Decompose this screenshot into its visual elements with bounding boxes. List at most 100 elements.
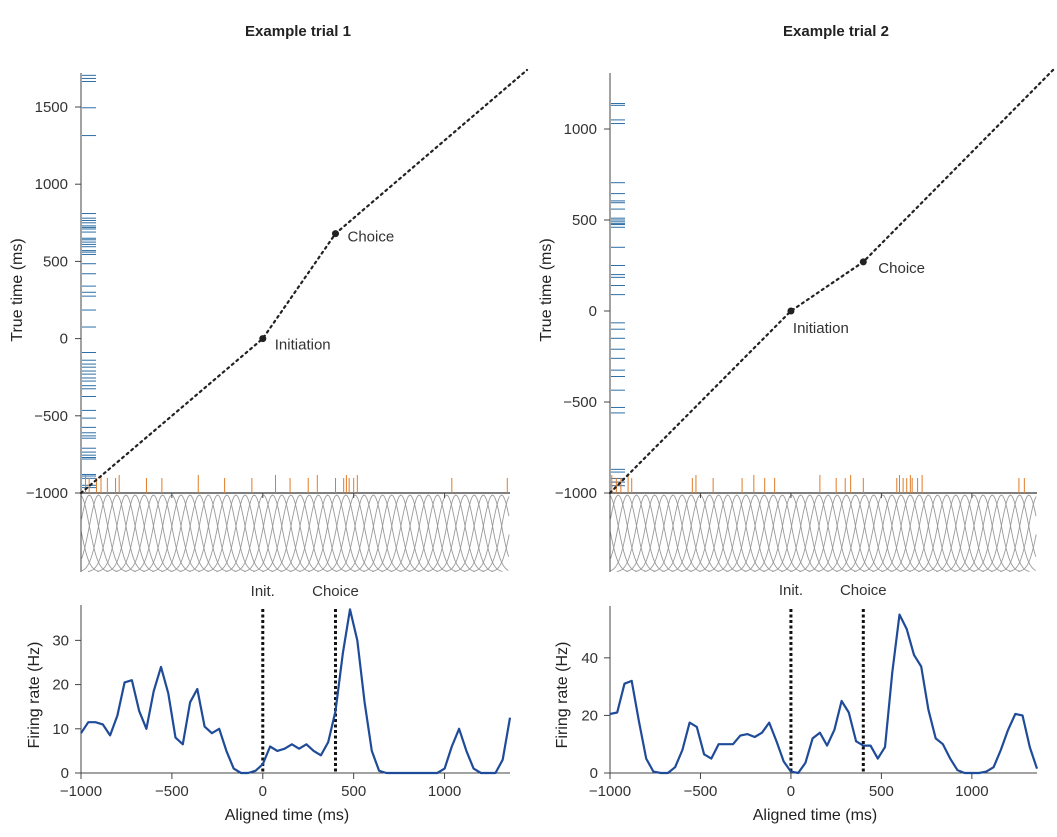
basis-curve: [644, 494, 702, 572]
top-y-tick-label: −1000: [555, 485, 597, 502]
firing-rate: 0 10 20 30 −1000 −500 0 500 1000 Init. Choice: [52, 583, 512, 800]
panel-trial-1: Example trial 1 True time (ms) Firing ra…: [9, 23, 529, 824]
basis-curve: [436, 494, 494, 572]
basis-curve: [680, 494, 738, 572]
event-line-label: Choice: [312, 583, 359, 600]
rate-x-tick-label: 1000: [428, 783, 461, 800]
basis-curve: [609, 531, 629, 572]
event-label: Choice: [347, 229, 394, 246]
basis-curve: [152, 494, 210, 572]
basis-curve: [799, 494, 857, 572]
event-dot: [259, 335, 267, 343]
basis-curve: [289, 494, 347, 572]
basis-curve: [427, 494, 485, 572]
basis-curve: [225, 494, 283, 572]
event-label: Initiation: [793, 320, 849, 337]
basis-curve: [481, 496, 510, 572]
basis-curve: [917, 494, 975, 572]
basis-curve: [179, 494, 237, 572]
basis-curve: [689, 494, 747, 572]
event-label: Initiation: [275, 337, 331, 354]
top-y-tick-label: 500: [572, 212, 597, 229]
basis-curve: [326, 494, 384, 572]
basis-curve: [662, 494, 720, 572]
x-axis-label: Aligned time (ms): [225, 807, 349, 824]
basis-curve: [271, 494, 329, 572]
basis-curve: [81, 495, 109, 572]
basis-curve: [881, 494, 939, 572]
basis-curve: [87, 494, 146, 572]
basis-curve: [835, 494, 893, 572]
basis-curve: [207, 494, 265, 572]
rate-y-tick-label: 0: [590, 765, 598, 782]
top-y-tick-label: 500: [43, 253, 68, 270]
basis-curve: [990, 494, 1037, 572]
rate-x-tick-label: −1000: [589, 783, 631, 800]
basis-curve: [399, 494, 457, 572]
basis-curve: [981, 494, 1036, 572]
x-axis-label: Aligned time (ms): [753, 807, 877, 824]
basis-curve: [735, 494, 793, 572]
firing-rate: 0 20 40 −1000 −500 0 500 1000 Init. Choice: [581, 582, 1039, 800]
event-label: Choice: [878, 260, 925, 277]
rate-x-tick-label: 0: [787, 783, 795, 800]
basis-curve: [963, 494, 1021, 572]
axes: −1000 −500 0 500 1000 1500: [26, 73, 510, 572]
event-dot: [859, 258, 867, 266]
basis-curve: [609, 495, 638, 572]
basis-curve: [817, 494, 875, 572]
basis-curve: [317, 494, 375, 572]
basis-curve: [926, 494, 985, 572]
rate-x-tick-label: −500: [684, 783, 718, 800]
spike-rasters: [82, 74, 508, 493]
basis-functions: [80, 494, 510, 572]
basis-curve: [790, 494, 848, 572]
basis-curve: [826, 494, 884, 572]
top-y-tick-label: 1500: [35, 99, 68, 116]
basis-curve: [491, 534, 510, 572]
time-warp-line: [608, 66, 1057, 495]
rate-x-tick-label: −500: [155, 783, 189, 800]
warp-line: [79, 68, 529, 495]
bottom-y-axis-label: Firing rate (Hz): [26, 642, 43, 749]
basis-curve: [853, 494, 912, 572]
event-dot: [331, 230, 339, 238]
basis-curve: [353, 494, 411, 572]
basis-curve: [408, 494, 466, 572]
top-y-tick-label: 1000: [564, 121, 597, 138]
rate-x-tick-label: 0: [259, 783, 267, 800]
basis-curve: [81, 494, 118, 572]
basis-curve: [381, 494, 439, 572]
rate-y-tick-label: 10: [52, 721, 69, 738]
basis-curve: [280, 494, 338, 572]
basis-curve: [707, 494, 766, 572]
basis-curve: [625, 494, 683, 572]
basis-curve: [872, 494, 930, 572]
basis-curve: [216, 494, 274, 572]
basis-curve: [472, 494, 510, 572]
basis-curve: [252, 494, 311, 572]
rate-y-tick-label: 20: [52, 677, 69, 694]
event-markers: Initiation Choice: [259, 229, 394, 354]
event-line-label: Init.: [251, 583, 275, 600]
basis-curve: [115, 494, 173, 572]
event-line-label: Choice: [840, 582, 887, 599]
rate-series-line: [80, 608, 512, 775]
basis-curve: [653, 494, 711, 572]
basis-curve: [999, 494, 1037, 572]
bottom-y-axis-label: Firing rate (Hz): [554, 642, 571, 749]
basis-curve: [753, 494, 811, 572]
rate-x-tick-label: −1000: [60, 783, 102, 800]
panel-trial-2: Example trial 2 True time (ms) Firing ra…: [538, 23, 1057, 824]
basis-curve: [844, 494, 902, 572]
basis-curve: [417, 494, 475, 572]
warp-line: [608, 66, 1057, 495]
basis-curve: [610, 494, 656, 572]
basis-curve: [908, 494, 966, 572]
basis-curve: [372, 494, 430, 572]
basis-curve: [307, 494, 365, 572]
basis-curve: [936, 494, 994, 572]
basis-curve: [390, 494, 448, 572]
time-warp-line: [79, 68, 529, 495]
